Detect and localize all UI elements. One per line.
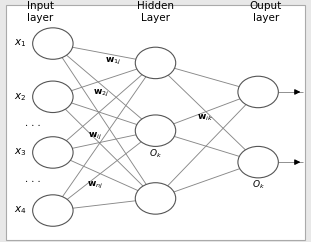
Text: Ouput
layer: Ouput layer: [250, 1, 282, 23]
Text: $\mathbf{w}_{2j}$: $\mathbf{w}_{2j}$: [93, 88, 109, 99]
FancyBboxPatch shape: [6, 5, 305, 240]
Text: Input
layer: Input layer: [27, 1, 54, 23]
Text: $x_4$: $x_4$: [14, 205, 26, 216]
Circle shape: [33, 81, 73, 113]
Text: $x_2$: $x_2$: [14, 91, 26, 103]
Text: $\mathbf{w}_{nj}$: $\mathbf{w}_{nj}$: [87, 180, 103, 191]
Text: $O_k$: $O_k$: [252, 179, 265, 191]
Circle shape: [33, 137, 73, 168]
Circle shape: [135, 115, 176, 146]
Text: $x_1$: $x_1$: [14, 38, 26, 49]
Circle shape: [238, 76, 278, 108]
Circle shape: [33, 28, 73, 59]
Text: $\mathbf{w}_{ij}$: $\mathbf{w}_{ij}$: [88, 131, 102, 142]
Text: $\mathbf{w}_{1j}$: $\mathbf{w}_{1j}$: [105, 56, 122, 67]
Text: Hidden
Layer: Hidden Layer: [137, 1, 174, 23]
Text: $\mathbf{w}_{ik}$: $\mathbf{w}_{ik}$: [197, 112, 213, 123]
Circle shape: [135, 47, 176, 79]
Text: $x_3$: $x_3$: [14, 147, 26, 158]
Circle shape: [135, 183, 176, 214]
Text: . . .: . . .: [25, 119, 40, 128]
Text: . . .: . . .: [25, 174, 40, 184]
Circle shape: [33, 195, 73, 226]
Circle shape: [238, 146, 278, 178]
Text: $O_k$: $O_k$: [149, 147, 162, 160]
